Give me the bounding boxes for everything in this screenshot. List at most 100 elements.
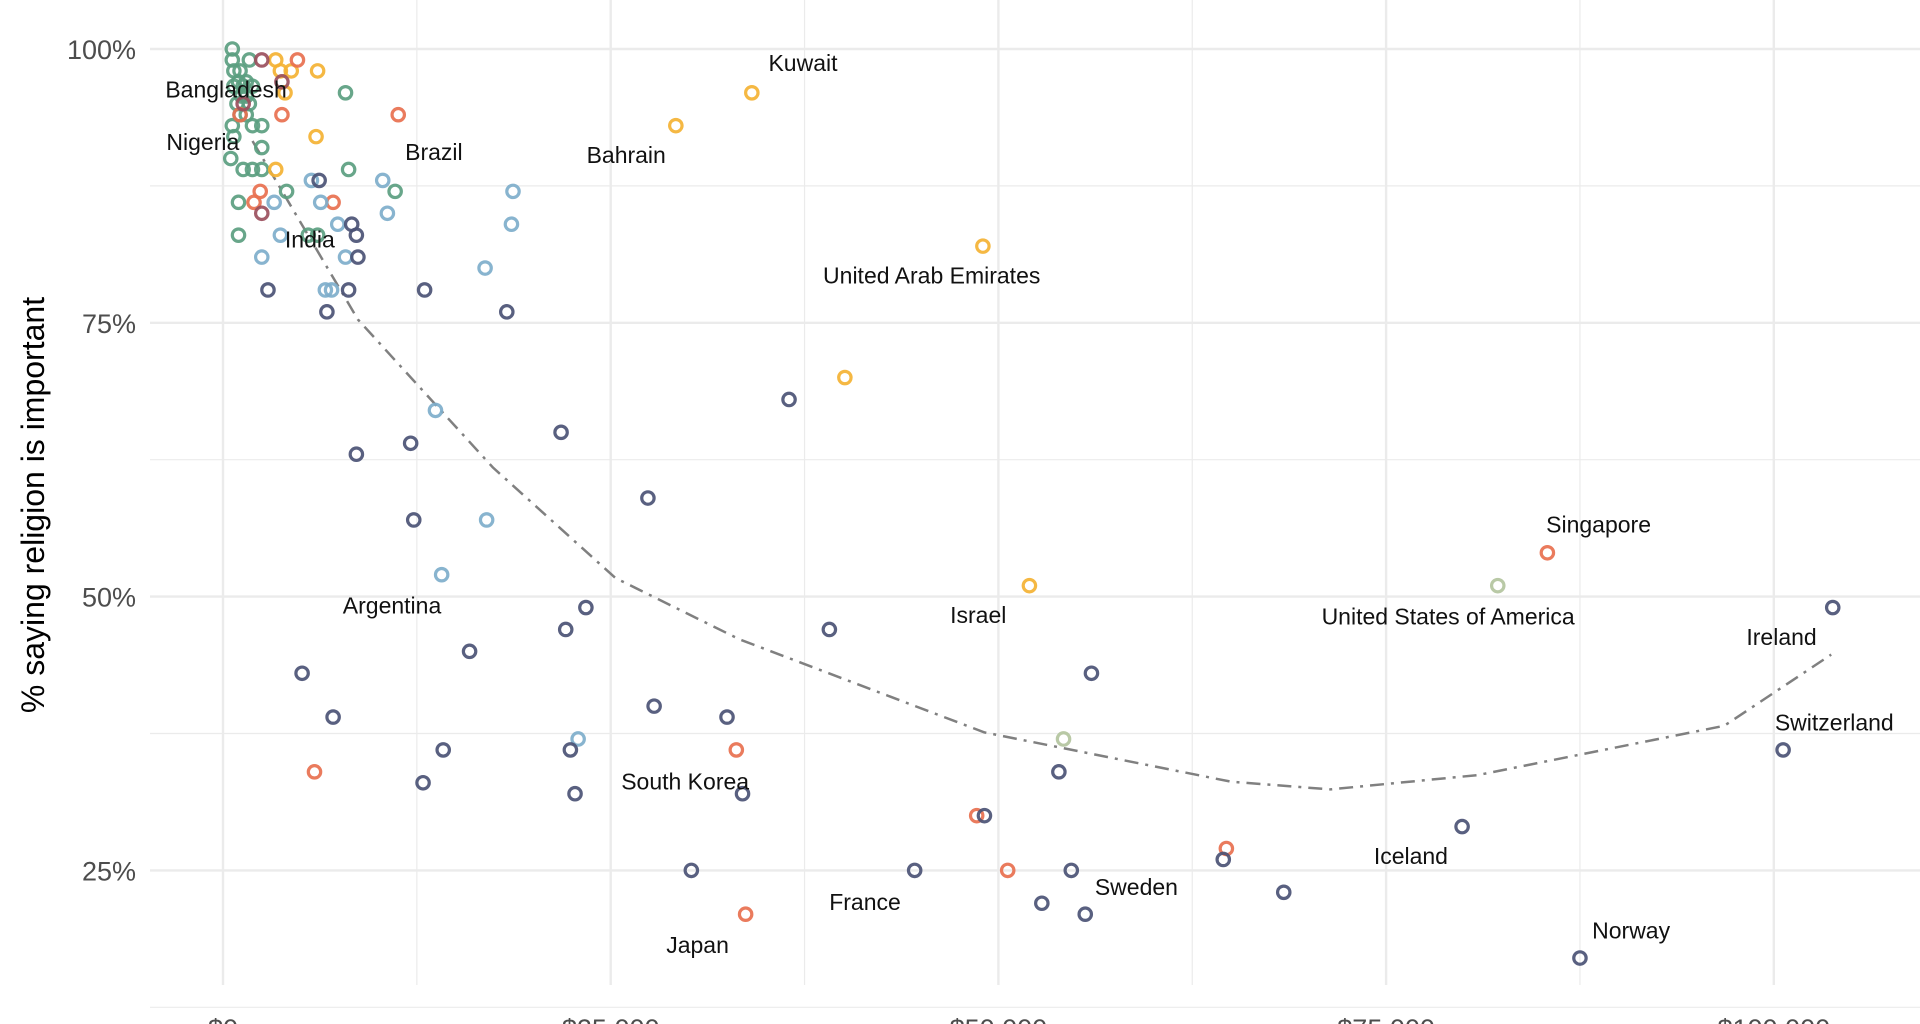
data-point — [968, 807, 985, 824]
data-point — [340, 161, 357, 178]
data-point — [306, 764, 323, 780]
data-point — [837, 369, 853, 386]
data-point — [274, 106, 290, 123]
data-point — [337, 249, 354, 265]
data-point — [226, 128, 242, 145]
data-point — [235, 95, 251, 112]
data-point — [1275, 884, 1292, 901]
data-point — [416, 282, 433, 298]
data-point — [222, 150, 239, 167]
country-label: Sweden — [1095, 874, 1178, 900]
x-tick-label: $100,000 — [1717, 1014, 1830, 1024]
data-point — [498, 304, 515, 320]
data-point — [503, 216, 520, 233]
y-axis-label: % saying religion is important — [15, 297, 51, 713]
data-point — [323, 282, 340, 298]
gridlines — [150, 0, 1920, 1008]
data-point — [300, 227, 317, 243]
country-label: Brazil — [405, 139, 463, 165]
data-point — [1454, 818, 1470, 835]
y-tick-label: 50% — [82, 583, 136, 613]
data-point — [570, 731, 586, 747]
data-point — [387, 183, 403, 200]
x-tick-label: $25,000 — [562, 1014, 660, 1024]
data-point — [230, 194, 247, 211]
data-point — [461, 643, 478, 660]
country-label: United Arab Emirates — [823, 263, 1040, 289]
country-label: Switzerland — [1775, 710, 1894, 736]
data-point — [1215, 851, 1232, 868]
data-point — [309, 227, 326, 243]
data-point — [278, 183, 295, 200]
data-point — [402, 435, 419, 452]
country-labels: Kuwait Bangladesh Nigeria Brazil Bahrain Indi… — [165, 50, 1893, 958]
data-point — [668, 117, 684, 134]
data-point — [303, 172, 320, 189]
data-point — [325, 194, 341, 211]
country-label: India — [285, 227, 335, 253]
data-point — [253, 139, 270, 156]
country-label: Argentina — [343, 592, 442, 618]
data-point — [311, 172, 327, 189]
data-point — [309, 63, 326, 79]
data-point — [781, 391, 797, 408]
data-point — [379, 205, 396, 222]
data-point — [350, 249, 366, 265]
country-label: Ireland — [1746, 624, 1816, 650]
y-tick-label: 75% — [82, 309, 136, 339]
data-point — [253, 117, 270, 134]
data-point — [289, 52, 306, 68]
data-point — [312, 194, 329, 211]
data-point — [557, 621, 574, 638]
x-tick-label: $75,000 — [1337, 1014, 1435, 1024]
data-point — [272, 227, 289, 243]
data-point — [246, 194, 262, 211]
data-point — [1572, 950, 1588, 966]
data-point — [260, 282, 276, 298]
country-label: Israel — [950, 602, 1006, 628]
data-point — [640, 490, 656, 506]
data-point — [267, 161, 284, 178]
data-point — [1775, 742, 1791, 758]
x-tick-label: $0 — [208, 1014, 238, 1024]
data-point — [435, 742, 452, 758]
country-label: Bangladesh — [165, 77, 287, 103]
country-label: Japan — [666, 932, 729, 958]
data-point — [567, 785, 583, 802]
data-point — [683, 862, 700, 879]
data-points — [222, 41, 1841, 966]
data-point — [238, 88, 255, 104]
data-point — [999, 862, 1016, 879]
data-point — [337, 85, 354, 101]
data-point — [1489, 577, 1506, 594]
data-point — [1063, 862, 1080, 879]
country-label: Kuwait — [768, 50, 838, 76]
data-point — [737, 906, 754, 923]
data-point — [719, 709, 735, 725]
data-point — [244, 161, 261, 178]
data-point — [253, 205, 270, 222]
data-point — [241, 52, 258, 68]
data-point — [390, 106, 407, 123]
data-point — [478, 512, 495, 528]
country-label: Singapore — [1546, 511, 1651, 537]
country-label: Bahrain — [587, 142, 666, 168]
data-point — [415, 774, 431, 791]
data-point — [1051, 764, 1067, 780]
data-point — [1539, 544, 1556, 561]
y-tick-label: 25% — [82, 856, 136, 886]
data-point — [553, 424, 569, 441]
data-point — [578, 599, 594, 616]
data-point — [253, 249, 270, 265]
country-label: United States of America — [1322, 603, 1575, 629]
data-point — [975, 238, 991, 254]
data-point — [562, 742, 579, 758]
x-axis-ticks: $0 $25,000 $50,000 $75,000 $100,000 — [208, 1014, 1830, 1024]
x-tick-label: $50,000 — [950, 1014, 1048, 1024]
trend-line — [251, 140, 1832, 791]
data-point — [427, 402, 444, 419]
data-point — [274, 74, 290, 90]
data-point — [1021, 577, 1038, 594]
country-label: Iceland — [1374, 843, 1448, 869]
